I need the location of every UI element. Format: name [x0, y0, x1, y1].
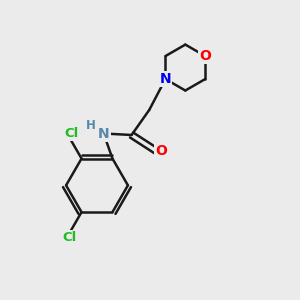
Text: O: O — [199, 49, 211, 63]
Text: O: O — [155, 144, 167, 158]
Text: Cl: Cl — [65, 127, 79, 140]
Text: N: N — [98, 127, 109, 140]
Text: H: H — [85, 119, 95, 132]
Text: N: N — [160, 72, 171, 86]
Text: Cl: Cl — [62, 231, 76, 244]
